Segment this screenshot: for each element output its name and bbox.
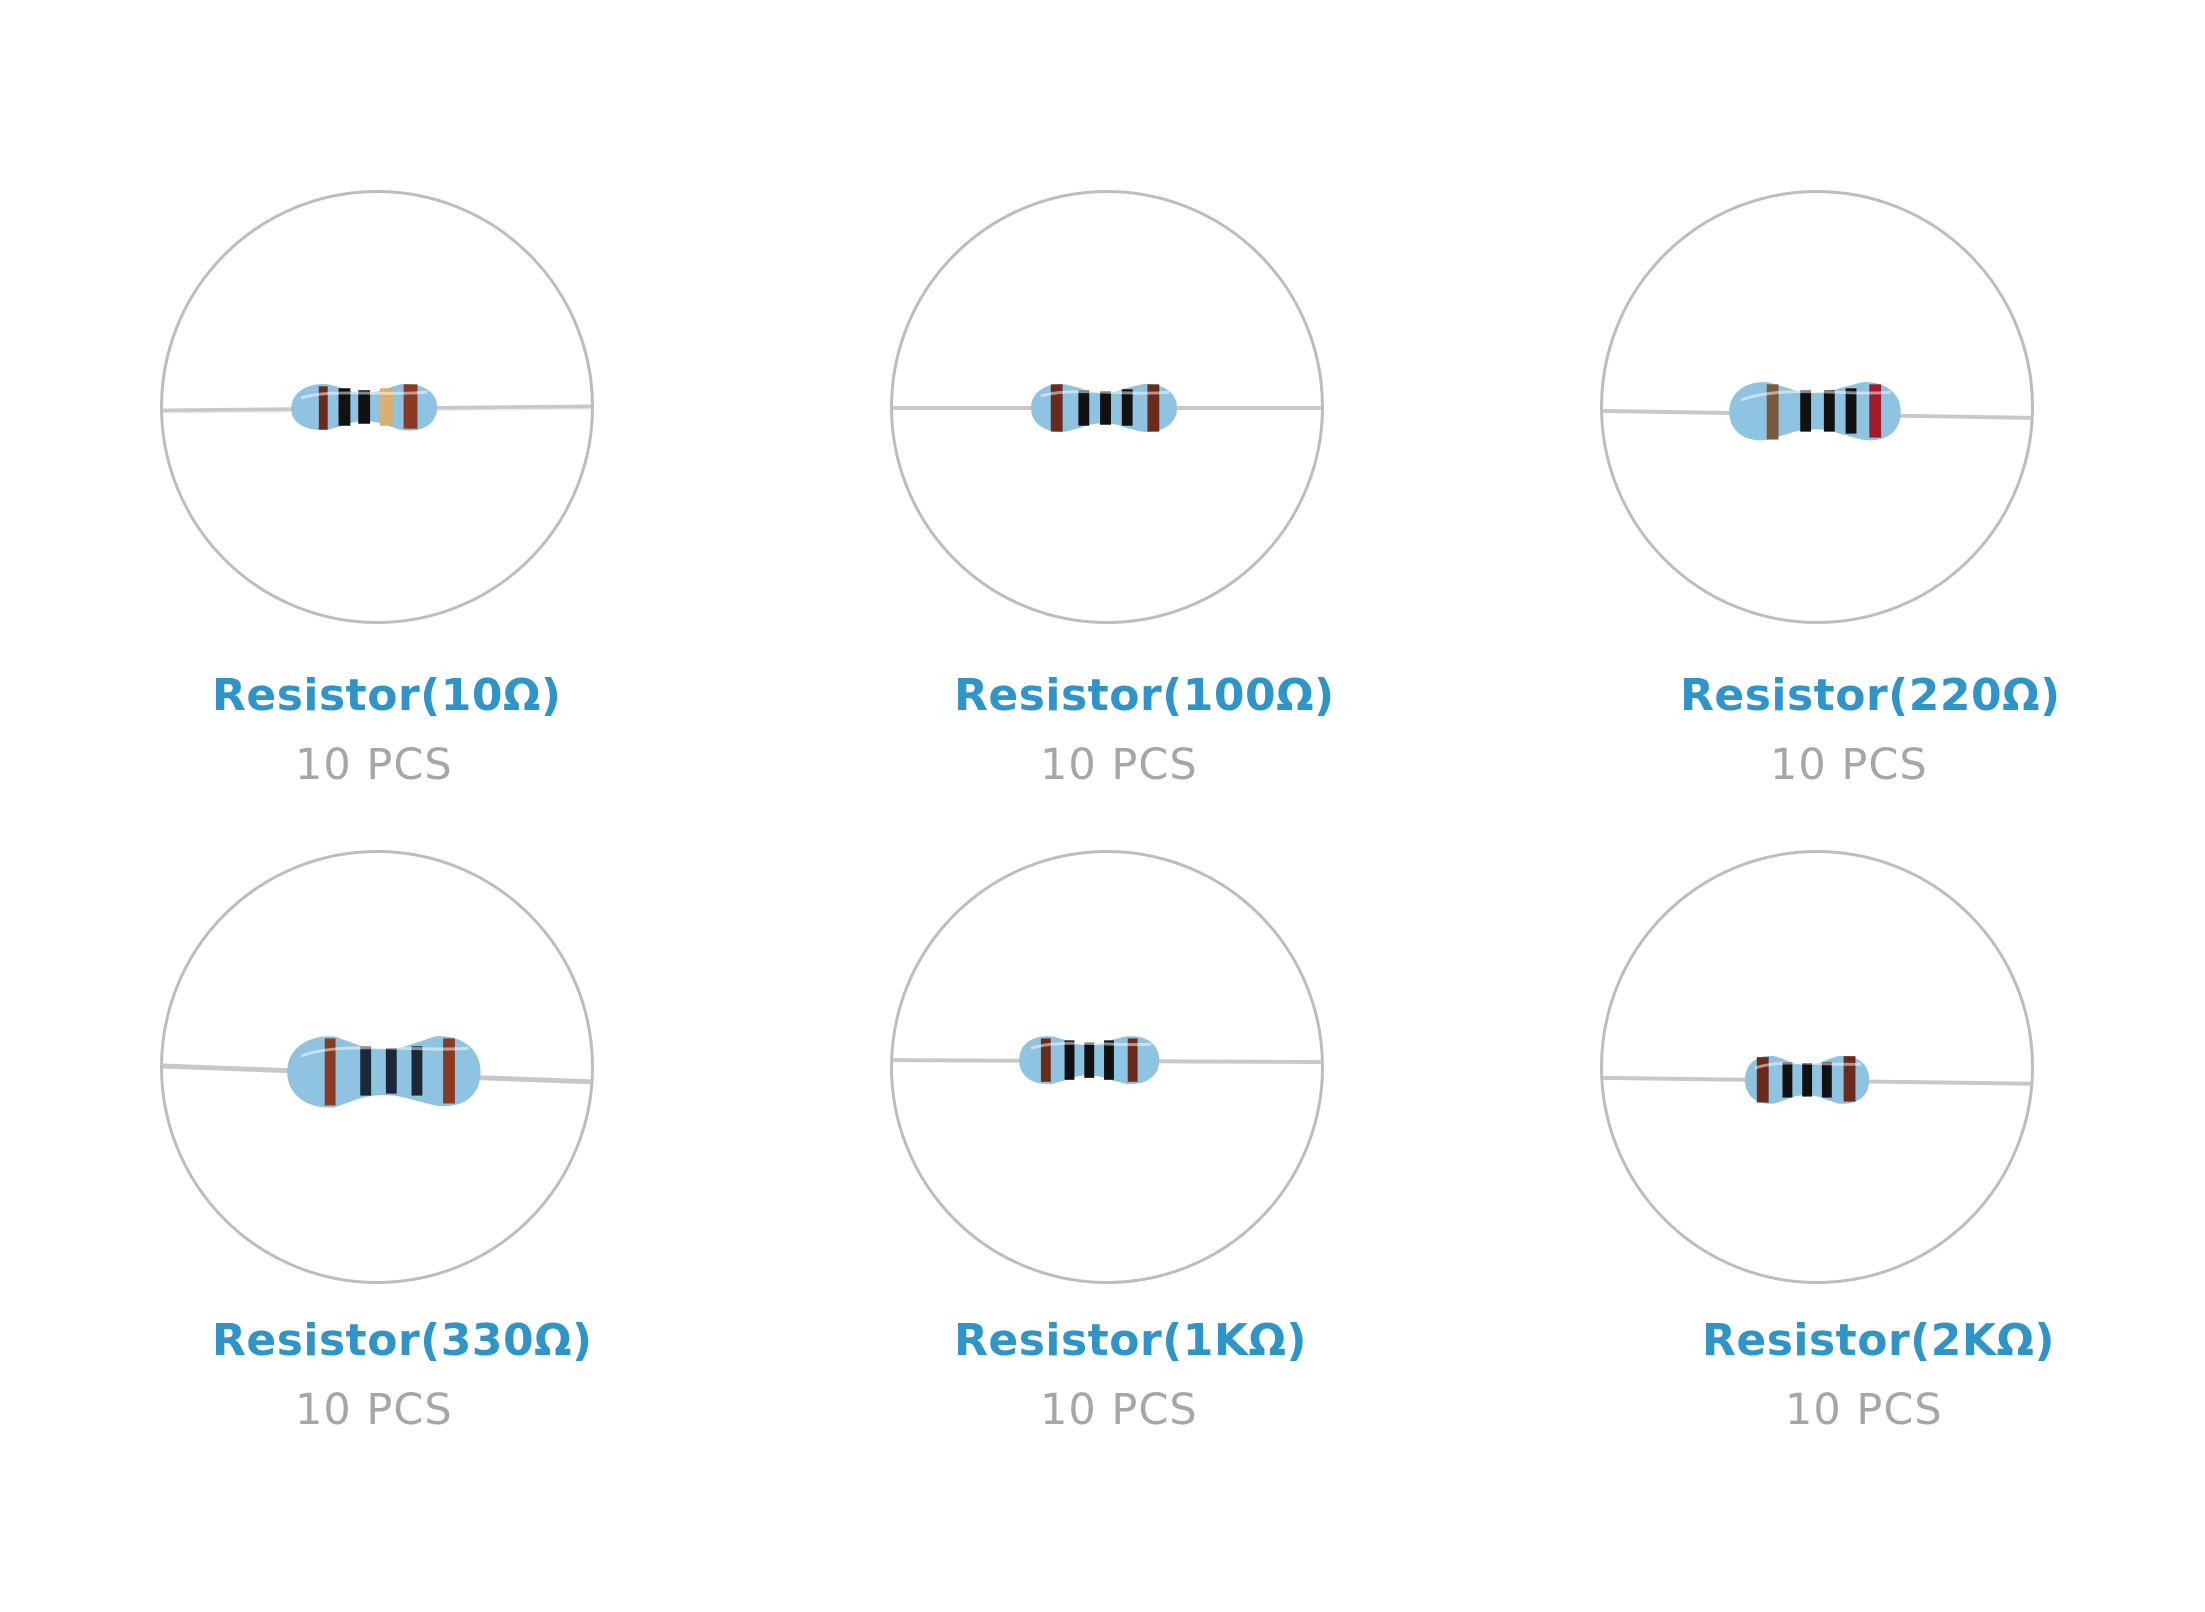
product-title: Resistor(220Ω): [1680, 670, 2061, 721]
product-title: Resistor(2KΩ): [1702, 1315, 2055, 1366]
resistor-image-circle: [160, 850, 594, 1284]
resistor-image-circle: [1600, 850, 2034, 1284]
resistor-220-ohm-icon: [1603, 382, 2031, 441]
product-quantity: 10 PCS: [1040, 740, 1198, 790]
resistor-100-ohm-icon: [893, 384, 1321, 432]
resistor-1k-ohm-icon: [893, 1036, 1321, 1085]
product-title: Resistor(100Ω): [954, 670, 1335, 721]
resistor-image-circle: [1600, 190, 2034, 624]
product-title: Resistor(10Ω): [212, 670, 562, 721]
product-card-100-ohm: Resistor(100Ω) 10 PCS: [890, 190, 1590, 810]
product-quantity: 10 PCS: [295, 1385, 453, 1435]
product-title: Resistor(330Ω): [212, 1315, 593, 1366]
product-quantity: 10 PCS: [1040, 1385, 1198, 1435]
resistor-10-ohm-icon: [163, 384, 591, 431]
resistor-image-circle: [890, 850, 1324, 1284]
product-quantity: 10 PCS: [1770, 740, 1928, 790]
product-quantity: 10 PCS: [1785, 1385, 1943, 1435]
product-title: Resistor(1KΩ): [954, 1315, 1307, 1366]
resistor-image-circle: [890, 190, 1324, 624]
resistor-image-circle: [160, 190, 594, 624]
resistor-2k-ohm-icon: [1603, 1055, 2031, 1104]
product-quantity: 10 PCS: [295, 740, 453, 790]
product-card-1k-ohm: Resistor(1KΩ) 10 PCS: [890, 850, 1590, 1470]
product-card-220-ohm: Resistor(220Ω) 10 PCS: [1600, 190, 2205, 810]
product-card-2k-ohm: Resistor(2KΩ) 10 PCS: [1600, 850, 2205, 1470]
product-card-10-ohm: Resistor(10Ω) 10 PCS: [160, 190, 860, 810]
product-card-330-ohm: Resistor(330Ω) 10 PCS: [160, 850, 860, 1470]
resistor-330-ohm-icon: [163, 1036, 591, 1108]
